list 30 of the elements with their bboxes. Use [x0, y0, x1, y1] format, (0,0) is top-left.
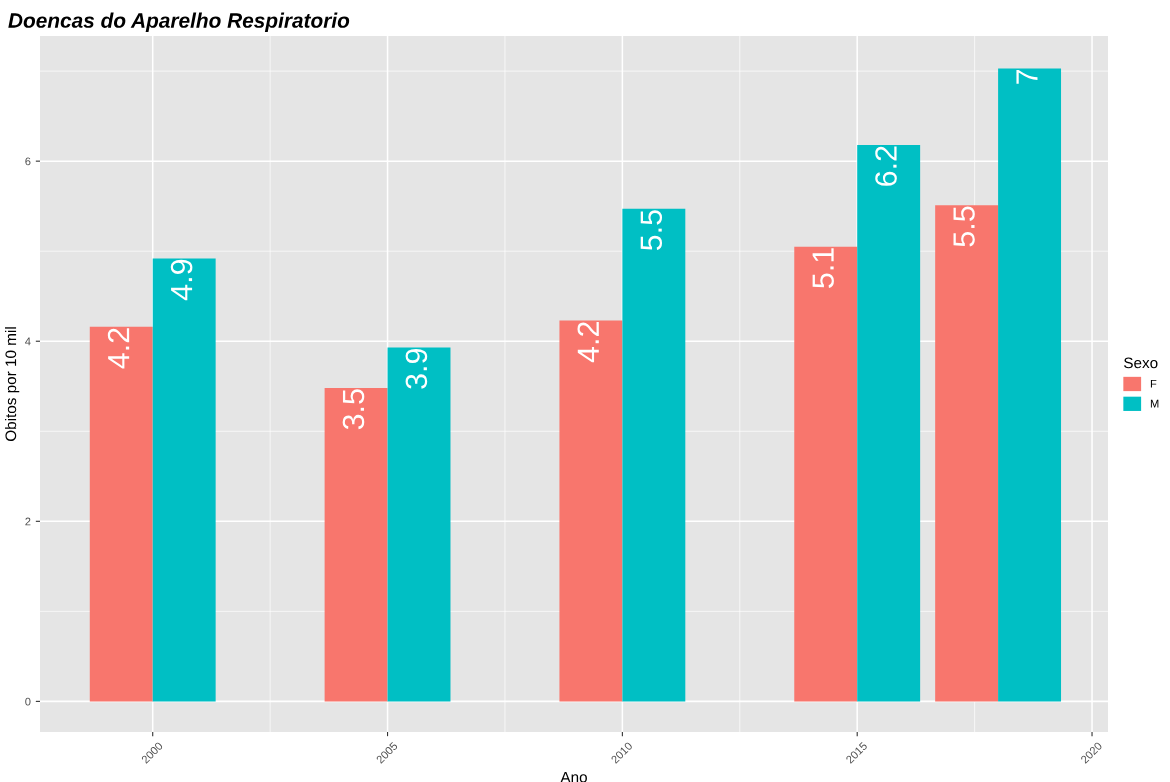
- bar: [794, 246, 858, 702]
- bar: [935, 205, 999, 702]
- data-label: 4.2: [107, 328, 130, 369]
- data-label: 5.1: [812, 248, 834, 288]
- legend-title: Sexo: [1124, 357, 1158, 369]
- data-label: 5.5: [640, 210, 663, 251]
- data-label: 4.9: [170, 259, 193, 301]
- legend-label: M: [1150, 399, 1159, 408]
- bar: [152, 258, 216, 702]
- bar: [324, 388, 388, 702]
- y-tick-label: 2: [25, 517, 31, 526]
- data-label: 6.2: [875, 146, 897, 186]
- data-label: 4.2: [577, 322, 599, 363]
- y-tick-label: 4: [25, 337, 31, 346]
- data-label: 5.5: [953, 206, 975, 247]
- bar: [559, 320, 623, 702]
- bar: [622, 208, 686, 702]
- data-label: 3.9: [405, 348, 428, 389]
- data-label: 7: [1016, 69, 1038, 84]
- x-axis-title: Ano: [560, 771, 587, 782]
- y-tick-label: 0: [25, 697, 31, 706]
- bar: [857, 144, 921, 702]
- data-label: 3.5: [342, 389, 365, 430]
- y-tick-label: 6: [25, 157, 31, 166]
- bar: [89, 326, 153, 702]
- bar: [387, 347, 451, 702]
- y-axis-title: Obitos por 10 mil: [5, 327, 20, 442]
- legend-label: F: [1150, 379, 1157, 388]
- bar: [998, 68, 1062, 702]
- chart-title: Doencas do Aparelho Respiratorio: [8, 12, 350, 32]
